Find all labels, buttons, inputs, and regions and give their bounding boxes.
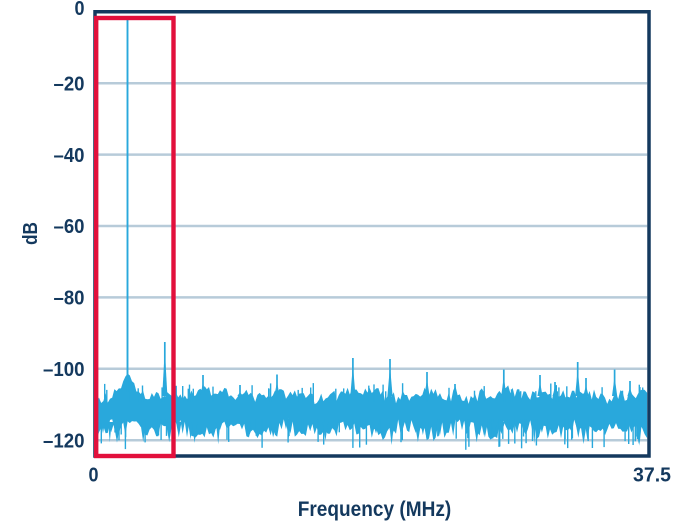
svg-text:–100: –100: [43, 359, 85, 381]
svg-text:0: 0: [89, 465, 99, 487]
svg-text:–20: –20: [54, 73, 85, 95]
svg-text:37.5: 37.5: [633, 465, 671, 487]
svg-text:Frequency (MHz): Frequency (MHz): [298, 498, 452, 521]
svg-text:dB: dB: [20, 222, 42, 245]
svg-text:0: 0: [75, 0, 85, 20]
svg-text:–80: –80: [54, 288, 85, 310]
svg-text:–60: –60: [54, 216, 85, 238]
svg-text:–120: –120: [43, 430, 85, 452]
svg-text:–40: –40: [54, 145, 85, 167]
